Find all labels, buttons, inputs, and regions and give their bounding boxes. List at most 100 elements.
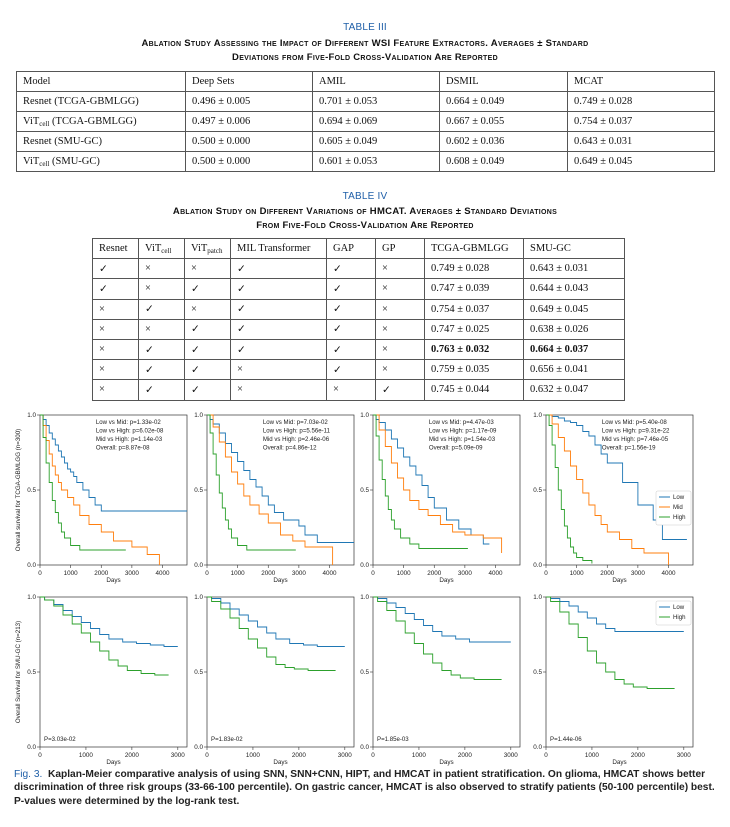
- table-row: × ✓ × ✓ ✓ × 0.754 ± 0.037 0.649 ± 0.045: [92, 298, 625, 320]
- table4-flag-cell: ✓: [326, 318, 376, 340]
- table4-flag-cell: ✓: [184, 278, 231, 300]
- legend-label: High: [673, 514, 686, 521]
- table4-score-cell: 0.638 ± 0.026: [523, 318, 625, 340]
- table4-flag-cell: ×: [230, 359, 327, 381]
- table-row: ViTcell (SMU-GC) 0.500 ± 0.000 0.601 ± 0…: [16, 151, 715, 172]
- table4-flag-cell: ✓: [184, 318, 231, 340]
- table4-score-cell: 0.749 ± 0.028: [424, 258, 524, 280]
- survival-curve-high: [207, 596, 336, 671]
- legend-label: Low: [673, 604, 685, 611]
- table4-flag-cell: ×: [92, 379, 139, 401]
- y-axis-label: Overall Survival for SMU-GC (n=213): [15, 621, 22, 723]
- survival-curve-high: [40, 596, 169, 676]
- p-value-annotation: Mid vs High: p=7.46e-05: [602, 436, 669, 443]
- table4-flag-cell: ✓: [92, 258, 139, 280]
- x-tick-label: 2000: [125, 752, 140, 759]
- table3-cell: 0.667 ± 0.055: [439, 111, 568, 132]
- table4-flag-cell: ×: [138, 318, 185, 340]
- table3-header: Model: [16, 71, 186, 92]
- x-tick-label: 0: [544, 570, 548, 577]
- x-axis-label: Days: [439, 759, 453, 766]
- table-row: ✓ × × ✓ ✓ × 0.749 ± 0.028 0.643 ± 0.031: [92, 258, 625, 280]
- p-value-annotation: P=1.44e-06: [550, 736, 582, 743]
- table4-header: ViTcell: [138, 237, 185, 260]
- table4-score-cell: 0.754 ± 0.037: [424, 298, 524, 320]
- x-axis-label: Days: [106, 759, 120, 766]
- table4-flag-cell: ✓: [92, 278, 139, 300]
- table3-header: Deep Sets: [185, 71, 313, 92]
- model-subscript: cell: [39, 159, 50, 168]
- table4-flag-cell: ×: [92, 298, 139, 320]
- table3-cell: 0.605 ± 0.049: [312, 131, 440, 152]
- table4-flag-cell: ×: [375, 318, 425, 340]
- x-axis-label: Days: [439, 577, 453, 584]
- table4-header: Resnet: [92, 237, 139, 260]
- table4-flag-cell: ×: [138, 278, 185, 300]
- table-row: ✓ × ✓ ✓ ✓ × 0.747 ± 0.039 0.644 ± 0.043: [92, 278, 625, 300]
- table4-score-cell: 0.747 ± 0.025: [424, 318, 524, 340]
- y-tick-label: 0.5: [194, 487, 203, 494]
- y-tick-label: 0.5: [533, 487, 542, 494]
- x-tick-label: 0: [205, 752, 209, 759]
- x-tick-label: 3000: [171, 752, 186, 759]
- table3-title-line2: Deviations from Five-Fold Cross-Validati…: [232, 52, 498, 63]
- table4-flag-cell: ✓: [184, 338, 231, 361]
- x-tick-label: 4000: [322, 570, 337, 577]
- x-axis-label: Days: [106, 577, 120, 584]
- table3-cell: 0.497 ± 0.006: [185, 111, 313, 132]
- table4-flag-cell: ×: [138, 258, 185, 280]
- p-value-annotation: P=1.83e-02: [211, 736, 243, 743]
- x-tick-label: 0: [205, 570, 209, 577]
- survival-curve-low: [546, 596, 684, 632]
- p-value-annotation: Mid vs High: p=2.46e-06: [263, 436, 330, 443]
- p-value-annotation: Low vs Mid: p=4.47e-03: [429, 419, 494, 426]
- x-tick-label: 1000: [64, 570, 79, 577]
- y-tick-label: 0.5: [194, 669, 203, 676]
- table4-flag-cell: ×: [375, 278, 425, 300]
- model-name: ViT: [23, 115, 40, 127]
- table4-score-cell: 0.747 ± 0.039: [424, 278, 524, 300]
- header-vit: ViT: [191, 242, 208, 254]
- y-tick-label: 0.0: [360, 744, 369, 751]
- y-axis-label: Overall survival for TCGA-GBMLGG (n=300): [15, 429, 22, 551]
- table3-cell: 0.754 ± 0.037: [567, 111, 715, 132]
- survival-curve-low: [373, 414, 490, 545]
- table-row: Resnet (SMU-GC) 0.500 ± 0.000 0.605 ± 0.…: [16, 131, 715, 152]
- table4-flag-cell: ✓: [184, 359, 231, 381]
- survival-curve-high: [207, 414, 296, 551]
- x-tick-label: 1000: [412, 752, 427, 759]
- table4-header: SMU-GC: [523, 237, 625, 260]
- table4-flag-cell: ×: [184, 298, 231, 320]
- y-tick-label: 0.5: [27, 669, 36, 676]
- table3-header-row: Model Deep Sets AMIL DSMIL MCAT: [16, 71, 715, 92]
- x-tick-label: 0: [371, 752, 375, 759]
- table3: Model Deep Sets AMIL DSMIL MCAT Resnet (…: [16, 71, 715, 172]
- table4-flag-cell: ✓: [138, 379, 185, 401]
- table4-flag-cell: ✓: [230, 338, 327, 361]
- table4-score-cell: 0.644 ± 0.043: [523, 278, 625, 300]
- y-tick-label: 1.0: [360, 594, 369, 601]
- table3-cell: 0.701 ± 0.053: [312, 91, 440, 112]
- p-value-annotation: Low vs High: p=1.17e-09: [429, 428, 497, 435]
- y-tick-label: 0.0: [194, 744, 203, 751]
- header-subscript: cell: [161, 246, 172, 255]
- plot-frame: [39, 596, 188, 748]
- x-tick-label: 2000: [600, 570, 615, 577]
- x-tick-label: 3000: [504, 752, 519, 759]
- y-tick-label: 1.0: [533, 594, 542, 601]
- table3-model-cell: ViTcell (SMU-GC): [16, 151, 186, 172]
- p-value-annotation: P=3.03e-02: [44, 736, 76, 743]
- table4-header-row: Resnet ViTcell ViTpatch MIL Transformer …: [92, 237, 625, 260]
- table3-cell: 0.694 ± 0.069: [312, 111, 440, 132]
- survival-curve-high: [546, 414, 593, 564]
- x-tick-label: 3000: [125, 570, 140, 577]
- x-axis-label: Days: [612, 577, 626, 584]
- survival-curve-low: [546, 414, 687, 540]
- p-value-annotation: Overall: p=8.87e-08: [96, 445, 150, 452]
- p-value-annotation: Mid vs High: p=1.54e-03: [429, 436, 496, 443]
- y-tick-label: 0.0: [360, 562, 369, 569]
- p-value-annotation: Low vs Mid: p=1.33e-02: [96, 419, 161, 426]
- table4-score-cell: 0.643 ± 0.031: [523, 258, 625, 280]
- survival-curve-high: [373, 414, 468, 549]
- survival-curve-mid: [373, 414, 503, 553]
